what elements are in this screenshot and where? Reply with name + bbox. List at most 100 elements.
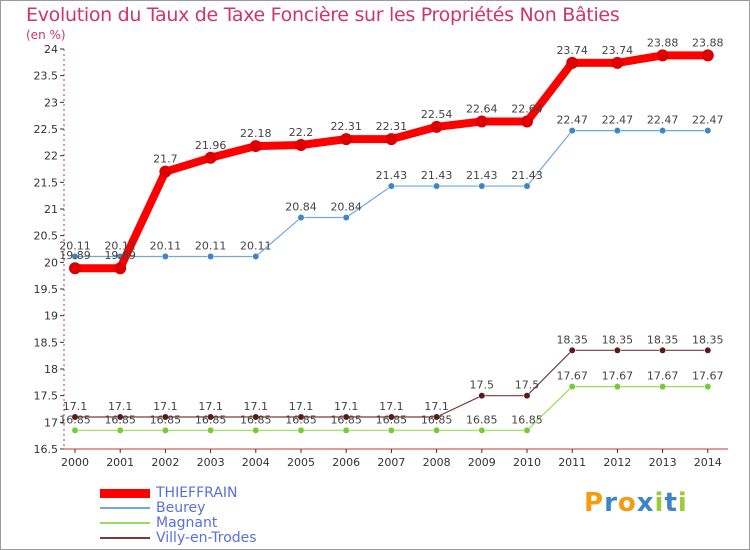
data-label-beurey: 21.43 [511,169,543,182]
series-line-beurey [74,130,709,258]
y-tick-label: 22.5 [34,123,59,136]
legend-swatch [100,488,150,498]
data-label-villy-en-trodes: 18.35 [602,333,634,346]
data-label-beurey: 22.47 [602,114,634,127]
logo-letter: t [664,488,678,518]
data-label-beurey: 20.11 [240,239,272,252]
y-tick-label: 18 [44,363,58,376]
data-label-thieffrain: 23.74 [556,44,588,57]
data-label-villy-en-trodes: 17.5 [515,379,540,392]
data-point-villy-en-trodes [387,413,395,421]
data-point-villy-en-trodes [613,346,621,354]
data-point-thieffrain [521,115,533,128]
data-point-beurey [252,253,260,260]
data-point-thieffrain [159,165,172,178]
data-point-beurey [568,127,576,135]
data-label-villy-en-trodes: 18.35 [556,333,588,346]
data-point-thieffrain [295,139,307,151]
data-label-magnant: 17.67 [692,370,724,383]
data-point-magnant [387,426,395,434]
data-label-thieffrain: 22.64 [466,103,498,116]
legend-item: Villy-en-Trodes [100,530,257,546]
y-tick-label: 21.5 [34,176,59,189]
data-point-villy-en-trodes [116,413,124,421]
legend-label: Magnant [156,515,218,531]
data-point-beurey [478,182,486,190]
y-tick-label: 23 [44,96,58,109]
data-point-thieffrain [611,56,624,69]
data-point-thieffrain [340,133,353,146]
data-point-beurey [523,182,531,190]
data-label-thieffrain: 23.88 [692,36,724,49]
data-point-thieffrain [69,262,81,275]
data-label-villy-en-trodes: 17.1 [244,400,269,413]
data-point-villy-en-trodes [478,392,486,400]
data-point-magnant [568,383,576,391]
x-tick-label: 2013 [649,456,677,469]
data-point-thieffrain [114,262,127,275]
x-tick-label: 2008 [423,456,451,469]
data-label-thieffrain: 21.7 [153,153,178,166]
logo-letter: x [636,488,655,518]
legend-label: Villy-en-Trodes [156,530,257,546]
data-label-villy-en-trodes: 17.1 [153,400,178,413]
data-point-beurey [207,253,215,260]
y-tick-label: 22 [44,150,58,163]
data-point-beurey [433,182,441,190]
data-label-thieffrain: 22.31 [330,120,362,133]
data-point-beurey [613,127,621,135]
y-tick-label: 20 [44,256,58,269]
data-label-thieffrain: 23.74 [602,44,634,57]
logo-letter: o [617,488,637,518]
data-label-magnant: 16.85 [285,413,317,426]
data-label-thieffrain: 21.96 [195,139,227,152]
data-point-villy-en-trodes [161,413,169,421]
y-tick-label: 21 [44,203,58,216]
data-label-beurey: 20.84 [285,201,317,214]
y-tick-label: 18.5 [34,336,59,349]
data-point-beurey [161,253,169,260]
data-label-thieffrain: 19.89 [104,249,136,262]
data-label-magnant: 16.85 [195,413,227,426]
data-point-villy-en-trodes [71,413,79,421]
x-tick-label: 2012 [603,456,631,469]
data-label-magnant: 16.85 [104,413,136,426]
data-point-thieffrain [701,49,714,62]
y-tick-label: 19.5 [34,283,59,296]
data-label-beurey: 20.11 [150,239,182,252]
legend-label: Beurey [156,500,206,516]
data-label-magnant: 16.85 [240,413,272,426]
data-label-villy-en-trodes: 17.1 [198,400,223,413]
x-tick-label: 2009 [468,456,496,469]
data-label-magnant: 17.67 [602,370,634,383]
data-label-thieffrain: 19.89 [59,249,91,262]
legend-item: THIEFFRAIN [100,485,238,501]
data-label-villy-en-trodes: 17.1 [424,400,449,413]
logo-letter: i [654,488,665,518]
x-tick-label: 2001 [106,456,134,469]
data-label-magnant: 16.85 [511,413,543,426]
data-point-thieffrain [249,140,262,153]
data-label-beurey: 22.47 [647,114,679,127]
data-point-villy-en-trodes [704,346,712,354]
x-tick-label: 2000 [61,456,89,469]
y-unit-label: (en %) [26,28,66,42]
data-point-thieffrain [385,133,398,146]
data-label-beurey: 22.47 [692,114,724,127]
data-label-villy-en-trodes: 17.1 [334,400,359,413]
y-tick-label: 17.5 [34,390,59,403]
data-label-beurey: 22.47 [556,114,588,127]
data-point-beurey [387,182,395,190]
data-point-villy-en-trodes [252,413,260,421]
data-point-beurey [297,214,305,221]
data-point-magnant [161,426,169,434]
data-point-magnant [478,426,486,434]
data-label-beurey: 20.11 [104,239,136,252]
x-tick-label: 2002 [151,456,179,469]
data-point-magnant [342,426,350,434]
data-label-magnant: 16.85 [376,413,408,426]
data-point-magnant [523,426,531,434]
logo-letter: r [604,488,618,518]
data-label-magnant: 16.85 [466,413,498,426]
data-label-magnant: 16.85 [330,413,362,426]
